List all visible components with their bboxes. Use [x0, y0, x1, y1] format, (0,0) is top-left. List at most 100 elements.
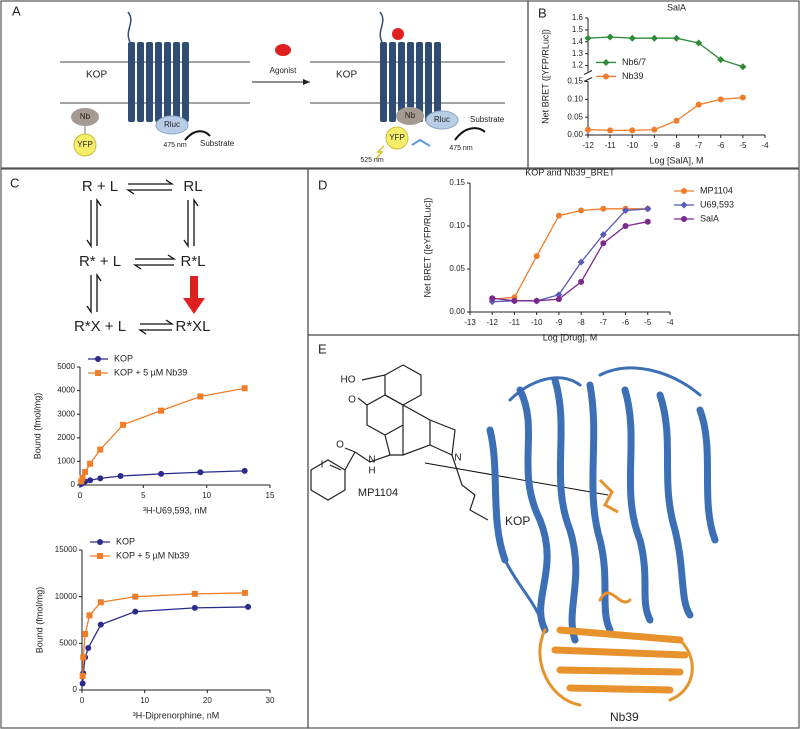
marker: [717, 56, 725, 64]
marker: [599, 231, 607, 239]
panel-label: E: [318, 341, 327, 356]
energy-transfer: [411, 138, 431, 147]
series-line: [81, 592, 245, 677]
legend-label: SalA: [700, 213, 719, 223]
legend-marker: [681, 188, 687, 194]
rluc: [425, 110, 459, 130]
ligand-label: MP1104: [358, 487, 398, 499]
wavelength-label: 525 nm: [360, 157, 384, 164]
legend-marker: [97, 539, 103, 545]
marker: [629, 127, 636, 134]
legend-marker: [602, 58, 610, 66]
x-tick-label: -10: [626, 141, 638, 150]
substrate-arrow: [184, 130, 211, 141]
legend-label: KOP + 5 µM Nb39: [114, 367, 187, 377]
marker: [628, 34, 636, 42]
legend-marker: [95, 370, 101, 376]
atom: O: [336, 440, 344, 451]
x-axis-label: Log [Drug], M: [543, 332, 598, 342]
atom: N: [454, 453, 461, 464]
x-tick-label: -11: [605, 141, 617, 150]
substrate-label: Substrate: [470, 115, 505, 124]
x-tick-label: 15: [266, 491, 275, 500]
x-tick-label: -7: [600, 318, 608, 327]
x-tick-label: 0: [80, 696, 85, 705]
series-line: [492, 208, 648, 300]
nb39-ribbon: [538, 591, 694, 707]
x-tick-label: -9: [651, 141, 659, 150]
marker: [97, 446, 104, 453]
y-tick-label: 15000: [55, 545, 78, 554]
legend-marker: [95, 356, 101, 362]
n-terminus: [379, 11, 384, 43]
receptor-label: KOP: [505, 514, 530, 528]
y-axis-label: Net BRET ([eYFP/RLuc]): [422, 198, 432, 298]
marker: [600, 240, 607, 247]
y-tick-label: 1.6: [572, 13, 584, 22]
structure: HO O O N I N H MP1104 KOP Nb39: [310, 364, 719, 724]
legend-label: Nb39: [622, 71, 644, 81]
equilibrium-scheme: R + L RL R* + L R*L R*X + L R*XL: [74, 178, 211, 335]
atom: H: [368, 466, 375, 477]
rluc-label: Rluc: [164, 120, 180, 129]
x-tick-label: -5: [644, 318, 652, 327]
x-tick-label: -9: [555, 318, 563, 327]
marker: [191, 604, 198, 611]
substrate-arrow: [454, 127, 486, 141]
x-tick-label: -13: [464, 318, 476, 327]
marker: [533, 297, 540, 304]
x-axis-label: ³H-U69,593, nM: [143, 505, 207, 515]
atom: I: [321, 460, 324, 471]
rluc: [155, 115, 189, 135]
panel-label: A: [12, 3, 21, 18]
legend-label: KOP: [114, 353, 133, 363]
marker: [673, 34, 680, 42]
legend-label: KOP + 5 µM Nb39: [116, 550, 189, 560]
marker: [622, 223, 629, 229]
marker: [555, 296, 562, 303]
x-tick-label: -6: [717, 141, 725, 150]
chart-title: SalA: [667, 2, 686, 12]
marker: [132, 608, 139, 615]
marker: [695, 39, 703, 47]
x-tick-label: -6: [622, 318, 630, 327]
y-tick-label: 0.15: [449, 178, 465, 187]
marker: [241, 589, 248, 596]
marker: [85, 645, 92, 651]
marker: [489, 295, 496, 302]
species: RL: [183, 178, 202, 195]
series-line: [587, 96, 743, 132]
y-tick-label: 0.05: [567, 112, 583, 121]
equilibrium-arrows: [86, 179, 199, 335]
kop-ribbon: [486, 366, 719, 644]
species: R + L: [82, 178, 118, 195]
ligand-pose: [598, 478, 619, 514]
marker: [739, 63, 747, 71]
y-tick-label: 0: [73, 685, 78, 694]
panel-label: D: [318, 177, 327, 192]
yfp: [73, 133, 97, 157]
y-tick-label: 0: [71, 480, 76, 489]
highlight-arrowhead: [183, 298, 205, 314]
marker: [651, 126, 658, 133]
receptor-helices: [128, 42, 441, 122]
y-tick-label: 1.4: [572, 37, 584, 46]
marker: [606, 33, 614, 41]
marker: [87, 477, 94, 484]
marker: [607, 127, 614, 134]
legend-label: U69,593: [700, 199, 734, 209]
marker: [82, 631, 89, 637]
y-tick-label: 0.00: [449, 307, 465, 316]
y-tick-label: 1.3: [572, 49, 584, 58]
ligand-bonds: [310, 364, 489, 521]
x-tick-label: -12: [486, 318, 498, 327]
receptor-label: KOP: [336, 70, 357, 81]
n-terminus: [127, 11, 132, 43]
marker: [644, 205, 652, 213]
x-tick-label: 0: [78, 491, 83, 500]
x-tick-label: -12: [582, 141, 594, 150]
y-tick-label: 4000: [57, 386, 75, 395]
pointer-line: [424, 462, 609, 496]
